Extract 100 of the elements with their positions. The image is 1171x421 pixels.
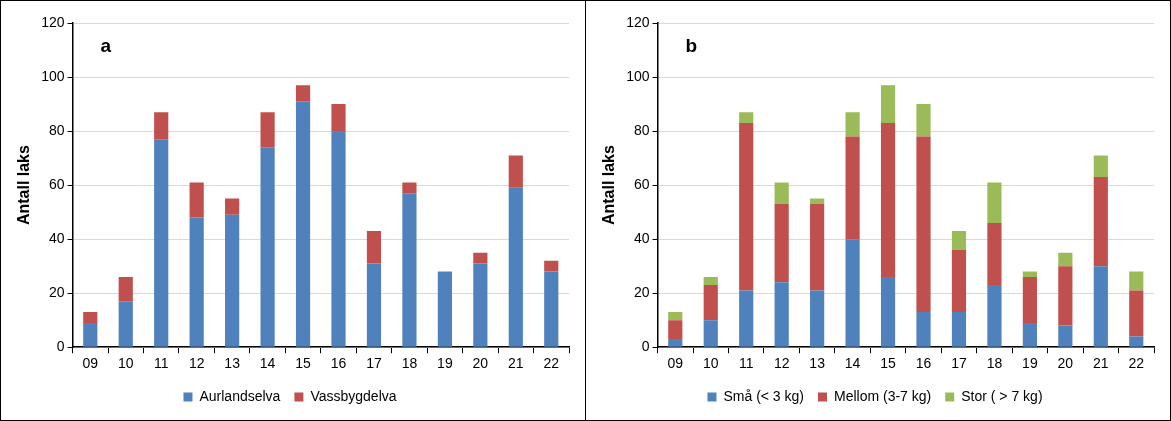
y-tick-label: 20 — [633, 284, 650, 301]
bar — [189, 182, 204, 218]
y-tick-label: 0 — [56, 338, 65, 355]
bar — [366, 263, 382, 347]
bar — [951, 312, 967, 347]
x-tick-label: 19 — [1022, 355, 1038, 372]
bar — [739, 112, 754, 123]
bar — [331, 131, 346, 347]
x-tick-label: 14 — [259, 355, 276, 372]
bar — [83, 312, 98, 323]
x-tick-label: 21 — [508, 355, 524, 372]
x-tick-label: 09 — [667, 355, 684, 372]
bar — [845, 239, 860, 347]
x-tick-label: 20 — [1057, 355, 1074, 372]
bar — [331, 104, 346, 132]
bar — [774, 182, 789, 205]
y-tick-label: 100 — [626, 67, 650, 84]
legend-label: Vassbygdelva — [310, 387, 397, 404]
bar — [739, 290, 754, 347]
x-tick-label: 15 — [295, 355, 312, 372]
bar — [703, 285, 718, 321]
bar — [1022, 271, 1037, 277]
bar — [810, 204, 825, 291]
bar — [880, 122, 896, 277]
bar — [260, 112, 275, 148]
y-tick-label: 0 — [641, 338, 650, 355]
bar — [260, 147, 275, 347]
bar — [118, 301, 133, 347]
bar — [295, 101, 311, 347]
x-tick-label: 13 — [224, 355, 241, 372]
bar — [739, 122, 754, 291]
bar — [845, 136, 860, 240]
bar — [225, 214, 240, 347]
bar — [1058, 266, 1073, 326]
bar — [1058, 252, 1073, 267]
bar — [544, 271, 559, 347]
legend-label: Stor ( > 7 kg) — [961, 387, 1043, 404]
x-tick-label: 10 — [702, 355, 719, 372]
y-axis-title: Antall laks — [600, 144, 618, 226]
y-tick-label: 40 — [48, 229, 65, 246]
bar — [951, 231, 967, 250]
bar — [668, 312, 683, 321]
bar — [703, 276, 718, 286]
x-tick-label: 22 — [543, 355, 560, 372]
bar — [703, 320, 718, 347]
annotation: a — [100, 35, 112, 57]
bar — [951, 249, 967, 313]
bar — [1129, 336, 1144, 347]
bar — [402, 193, 417, 347]
y-tick-label: 20 — [48, 284, 65, 301]
x-tick-label: 20 — [472, 355, 489, 372]
x-tick-label: 16 — [330, 355, 347, 372]
bar — [1093, 155, 1108, 177]
bar — [366, 231, 382, 264]
x-tick-label: 13 — [809, 355, 826, 372]
bar — [118, 276, 133, 302]
y-tick-label: 120 — [626, 13, 650, 30]
x-tick-label: 21 — [1093, 355, 1109, 372]
y-tick-label: 100 — [41, 67, 65, 84]
bar — [987, 182, 1002, 223]
bar — [437, 271, 452, 347]
bar — [189, 217, 204, 347]
bar — [810, 198, 825, 205]
bar — [473, 263, 488, 347]
y-axis-title: Antall laks — [15, 144, 33, 226]
y-tick-label: 60 — [48, 175, 65, 192]
x-tick-label: 14 — [844, 355, 861, 372]
bar — [225, 198, 240, 215]
bar — [83, 322, 98, 347]
bar — [1129, 271, 1144, 291]
bar — [774, 204, 789, 283]
bar — [774, 282, 789, 347]
x-tick-label: 15 — [880, 355, 897, 372]
bar — [402, 182, 417, 194]
legend-label: Mellom (3-7 kg) — [833, 387, 932, 404]
y-tick-label: 40 — [633, 229, 650, 246]
y-tick-label: 60 — [633, 175, 650, 192]
x-tick-label: 12 — [188, 355, 205, 372]
bar — [987, 222, 1002, 286]
legend-label: Aurlandselva — [199, 387, 281, 404]
bar — [916, 104, 931, 137]
legend-label: Små (< 3 kg) — [723, 387, 804, 404]
bar — [1129, 290, 1144, 337]
bar — [880, 85, 896, 123]
bar — [668, 320, 683, 340]
bar — [544, 260, 559, 272]
x-tick-label: 11 — [153, 355, 169, 372]
bar — [1022, 276, 1037, 323]
bar — [1093, 177, 1108, 267]
y-tick-label: 80 — [633, 121, 650, 138]
x-tick-label: 12 — [773, 355, 790, 372]
y-tick-label: 80 — [48, 121, 65, 138]
x-tick-label: 10 — [117, 355, 134, 372]
x-tick-label: 19 — [437, 355, 453, 372]
x-tick-label: 16 — [915, 355, 932, 372]
annotation: b — [685, 35, 698, 57]
bar — [154, 139, 169, 347]
bar — [880, 276, 896, 347]
x-tick-label: 17 — [951, 355, 967, 372]
bar — [295, 85, 311, 102]
